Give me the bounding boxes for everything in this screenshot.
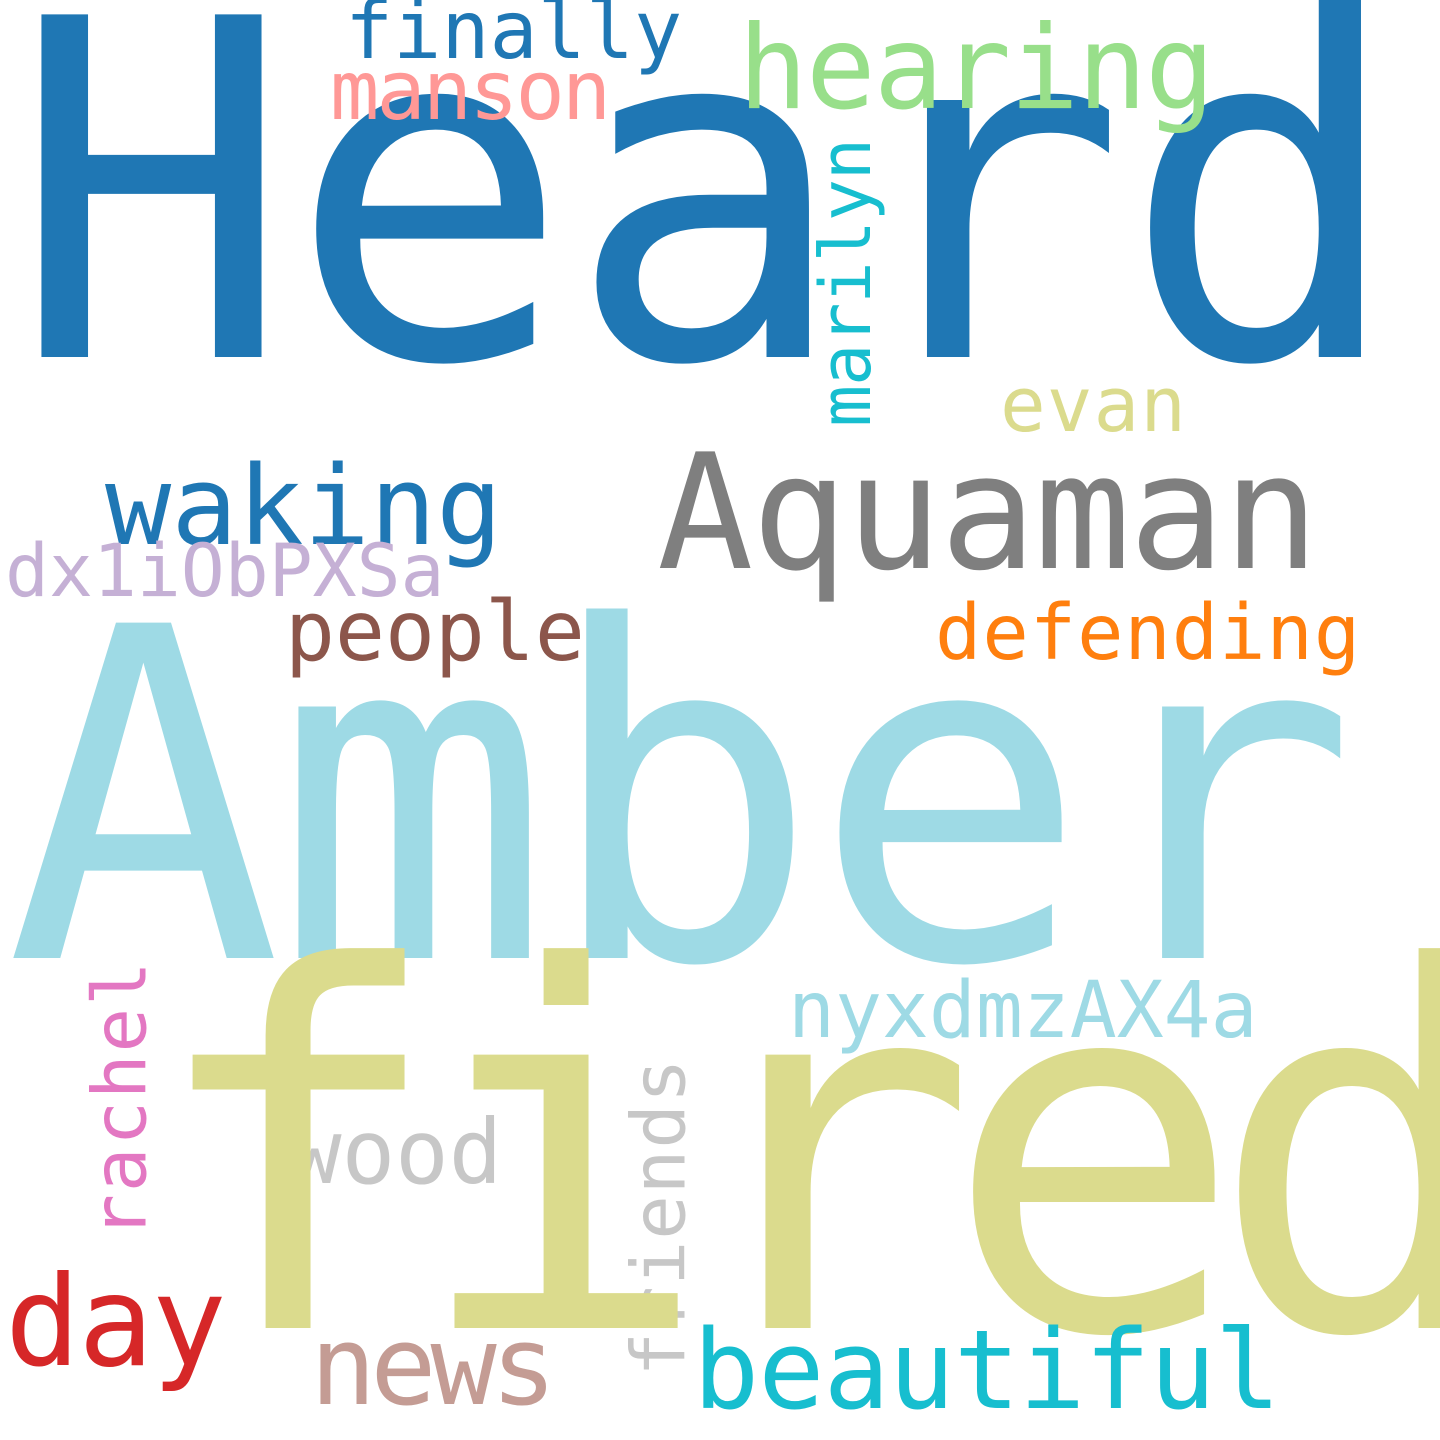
word-heard: Heard xyxy=(10,0,1405,468)
word-defending: defending xyxy=(935,589,1362,678)
word-people: people xyxy=(285,583,585,680)
word-evan: evan xyxy=(1000,360,1188,449)
word-aquaman: Aquaman xyxy=(657,419,1319,606)
word-manson: manson xyxy=(330,44,611,139)
word-finally: finally xyxy=(345,0,683,77)
word-waking: waking xyxy=(105,442,503,570)
word-news: news xyxy=(310,1302,557,1430)
word-amber: Amber xyxy=(5,532,1358,1067)
word-nyxdmzAX4a: nyxdmzAX4a xyxy=(788,966,1258,1056)
word-fired: fired xyxy=(145,864,1440,1440)
word-beautiful: beautiful xyxy=(693,1306,1281,1434)
word-hearing: hearing xyxy=(738,1,1215,136)
word-dx1iObPXSa: dx1iObPXSa xyxy=(5,529,445,614)
word-wood: wood xyxy=(288,1100,503,1204)
word-day: day xyxy=(5,1250,227,1395)
word-marilyn: marilyn xyxy=(805,138,888,428)
